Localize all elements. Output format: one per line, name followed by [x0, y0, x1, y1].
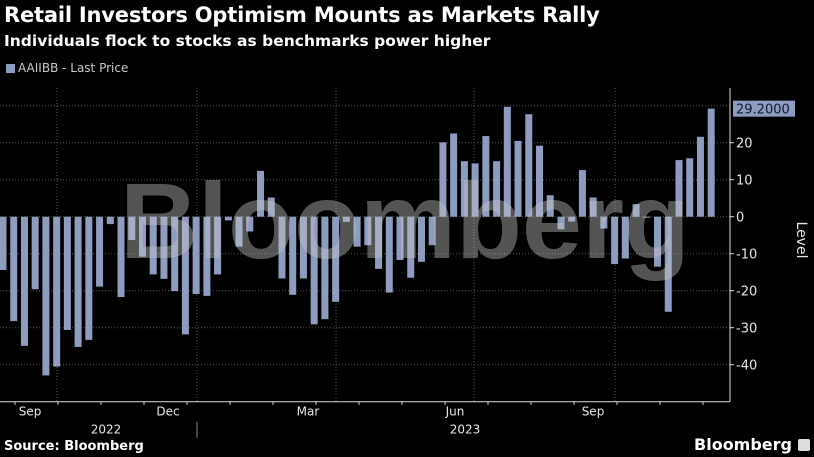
- bar: [664, 216, 672, 312]
- bar: [578, 170, 586, 217]
- bar: [482, 136, 490, 217]
- bar: [289, 216, 297, 295]
- bar: [439, 142, 447, 217]
- bar: [600, 216, 608, 229]
- x-month-label: Sep: [19, 405, 42, 419]
- y-axis-label: Level: [793, 222, 809, 259]
- bar: [203, 216, 211, 296]
- chart-subtitle: Individuals flock to stocks as benchmark…: [4, 32, 491, 50]
- bar: [171, 216, 179, 292]
- bar: [611, 216, 619, 265]
- bar: [342, 216, 350, 222]
- bar: [525, 114, 533, 217]
- source-note: Source: Bloomberg: [4, 439, 144, 454]
- bar: [460, 161, 468, 217]
- bar: [31, 216, 39, 290]
- bar: [589, 197, 597, 217]
- y-tick-label: -20: [736, 285, 757, 300]
- bar: [10, 216, 18, 322]
- bar: [332, 216, 340, 302]
- x-month-label: Jun: [445, 405, 465, 419]
- bar: [396, 216, 404, 260]
- bar: [20, 216, 28, 346]
- bar: [385, 216, 393, 293]
- y-tick-label: -40: [736, 359, 757, 374]
- bar: [42, 216, 50, 376]
- bar: [536, 145, 543, 217]
- bar: [224, 216, 232, 221]
- bar: [63, 216, 71, 330]
- y-tick-label: 20: [736, 137, 753, 152]
- last-value-label: 29.2000: [736, 103, 790, 118]
- bar: [181, 216, 189, 335]
- bar: [514, 140, 522, 217]
- bar: [138, 216, 146, 257]
- bar: [503, 106, 511, 217]
- bar: [0, 216, 7, 270]
- bar: [96, 216, 104, 287]
- bar: [299, 216, 307, 279]
- bloomberg-logo: Bloomberg: [694, 435, 810, 454]
- bar: [568, 216, 576, 222]
- bar: [364, 216, 372, 246]
- bar: [235, 216, 243, 247]
- bar: [407, 216, 415, 278]
- chart-title: Retail Investors Optimism Mounts as Mark…: [4, 3, 600, 27]
- bar: [707, 108, 715, 217]
- x-year-label: 2023: [450, 423, 481, 437]
- bar: [643, 216, 651, 218]
- x-month-label: Dec: [156, 405, 179, 419]
- y-tick-label: -30: [736, 322, 757, 337]
- bar: [375, 216, 383, 269]
- bar: [621, 216, 629, 259]
- bar: [214, 216, 222, 275]
- bar: [654, 216, 662, 267]
- bar: [353, 216, 361, 247]
- x-year-label: 2022: [91, 423, 122, 437]
- bar: [74, 216, 82, 347]
- bar: [417, 216, 425, 262]
- y-tick-label: 0: [736, 211, 744, 226]
- bar: [106, 216, 114, 225]
- legend-label: AAIIBB - Last Price: [18, 61, 129, 75]
- bar: [450, 133, 458, 217]
- bar: [192, 216, 200, 295]
- y-tick-label: 10: [736, 174, 753, 189]
- bar: [85, 216, 93, 340]
- bar: [696, 136, 704, 217]
- bar: [310, 216, 318, 325]
- watermark: Bloomberg: [120, 160, 690, 281]
- bar: [557, 216, 565, 230]
- bar: [321, 216, 329, 320]
- x-month-label: Mar: [297, 405, 320, 419]
- bar: [128, 216, 136, 241]
- bar: [546, 195, 554, 217]
- bar: [149, 216, 157, 275]
- bar: [160, 216, 168, 279]
- bar: [493, 161, 501, 217]
- bar: [675, 160, 683, 217]
- logo-text: Bloomberg: [694, 435, 792, 454]
- bar: [686, 158, 694, 217]
- y-tick-label: -10: [736, 248, 757, 263]
- bar: [246, 216, 254, 232]
- bar: [471, 163, 479, 217]
- bar: [632, 204, 640, 217]
- legend-swatch: [6, 63, 15, 73]
- last-value-box: [733, 100, 795, 117]
- x-month-label: Sep: [582, 405, 605, 419]
- bar: [53, 216, 61, 367]
- bar: [428, 216, 436, 246]
- bar: [257, 170, 265, 217]
- chart-badge-icon: [798, 438, 810, 451]
- bar: [267, 197, 275, 217]
- bar: [278, 216, 286, 279]
- bar: [117, 216, 125, 297]
- legend: AAIIBB - Last Price: [6, 61, 128, 75]
